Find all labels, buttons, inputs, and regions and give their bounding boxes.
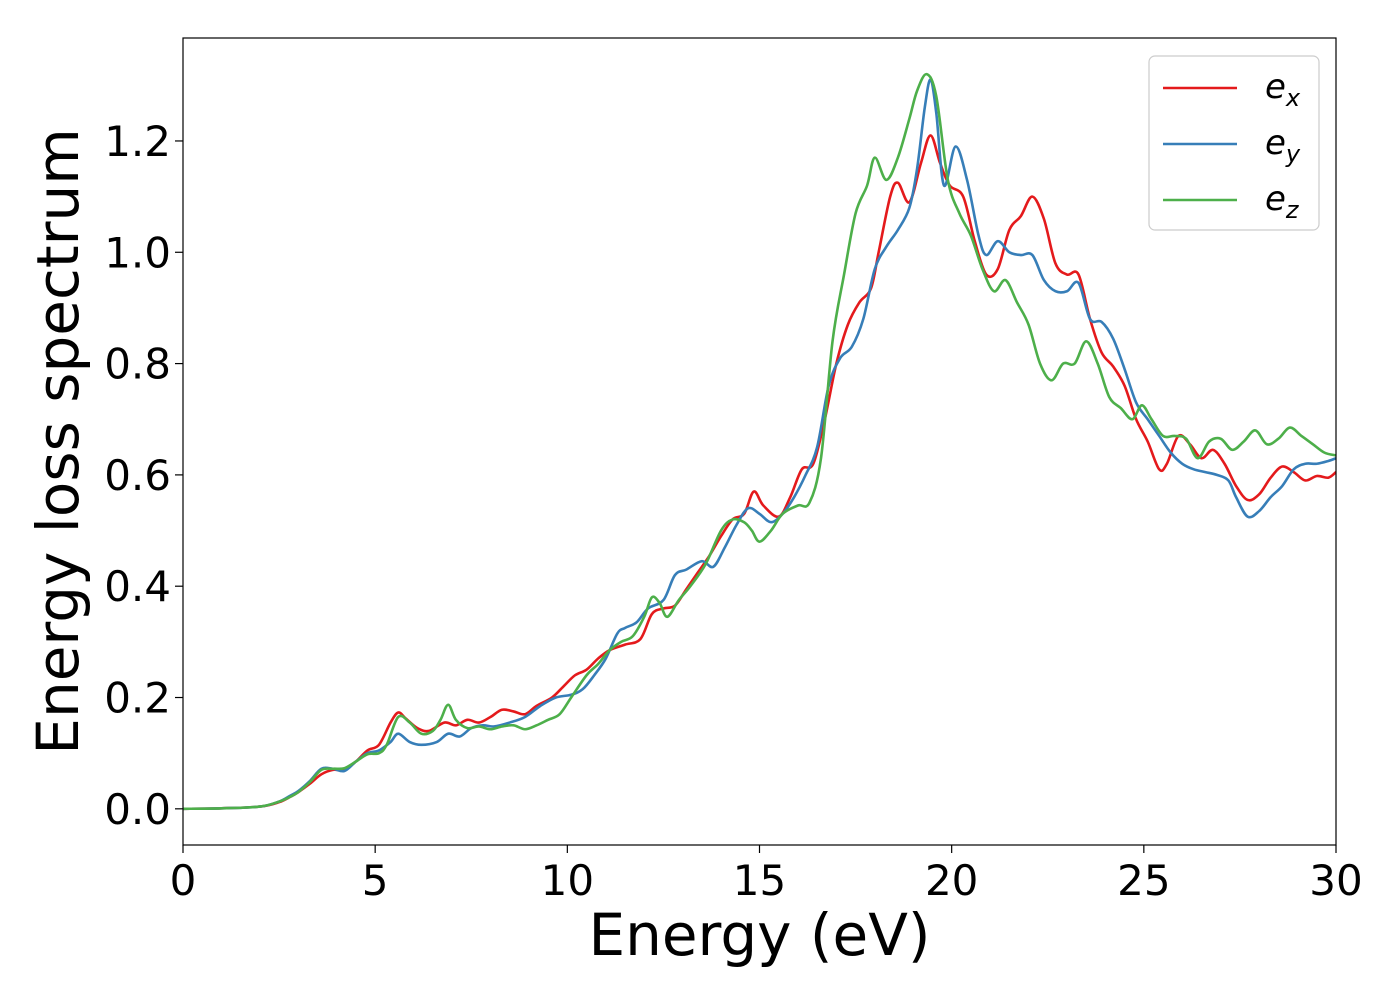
y-tick-label: 0.4: [104, 562, 171, 611]
x-tick-label: 25: [1117, 856, 1170, 905]
y-axis-ticks: 0.0 0.2 0.4 0.6 0.8 1.0 1.2: [104, 117, 183, 834]
x-axis-ticks: 0 5 10 15 20 25 30: [170, 845, 1363, 905]
y-axis-label: Energy loss spectrum: [24, 128, 92, 754]
legend: ex ey ez: [1148, 55, 1320, 231]
x-tick-label: 0: [170, 856, 197, 905]
legend-item: ez: [1163, 179, 1300, 224]
legend-label: ex: [1265, 67, 1301, 112]
legend-item: ex: [1163, 67, 1301, 112]
legend-item: ey: [1163, 123, 1301, 168]
x-tick-label: 5: [362, 856, 389, 905]
y-tick-label: 0.2: [104, 674, 171, 723]
legend-label: ez: [1265, 179, 1300, 224]
series-line-e-z: [183, 72, 1336, 811]
y-tick-label: 1.0: [104, 228, 171, 277]
x-tick-label: 30: [1309, 856, 1362, 905]
x-tick-label: 15: [733, 856, 786, 905]
x-axis-label: Energy (eV): [588, 901, 930, 969]
y-tick-label: 0.6: [104, 451, 171, 500]
y-tick-label: 1.2: [104, 117, 171, 166]
y-tick-label: 0.0: [104, 785, 171, 834]
legend-label: ey: [1265, 123, 1301, 168]
series-line-e-y: [183, 78, 1336, 811]
x-tick-label: 10: [541, 856, 594, 905]
x-tick-label: 20: [925, 856, 978, 905]
series-lines: [183, 72, 1336, 811]
y-tick-label: 0.8: [104, 340, 171, 389]
series-line-e-x: [183, 134, 1336, 811]
